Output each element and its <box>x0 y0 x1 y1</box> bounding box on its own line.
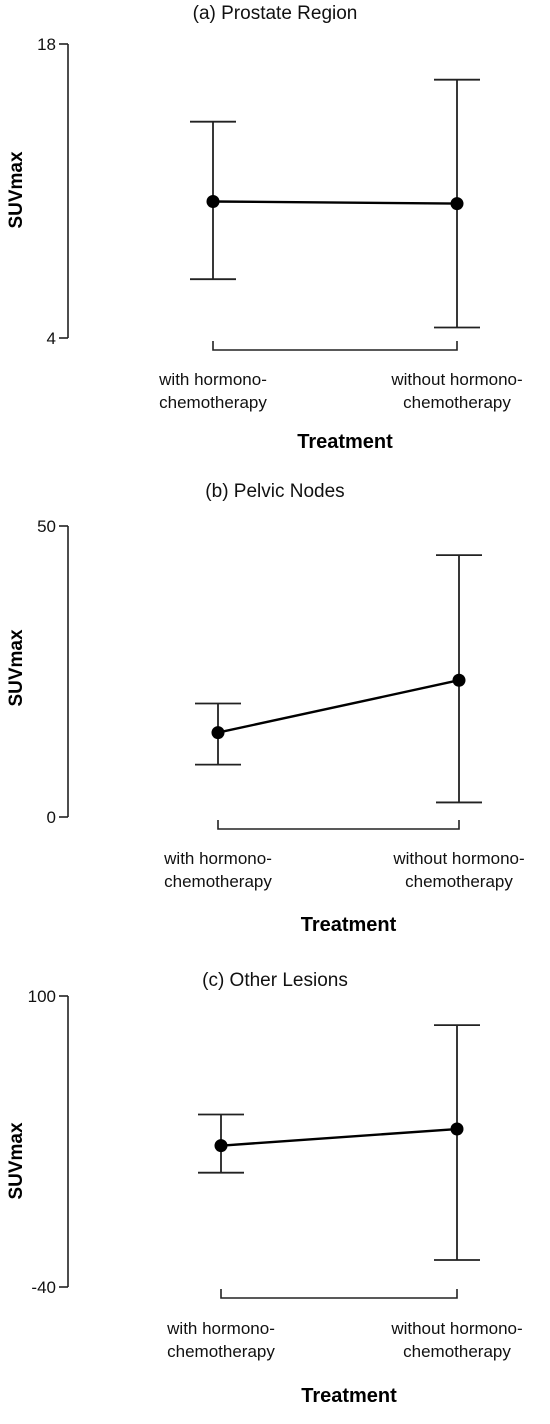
chart-panel-pelvic-nodes: (b) Pelvic Nodes SUVmax 50 0 with hormono-… <box>6 481 525 936</box>
y-tick-label: 50 <box>37 517 56 536</box>
y-axis-label: SUVmax <box>6 151 27 229</box>
series-line <box>220 1127 458 1147</box>
x-tick-label: without hormono-chemotherapy <box>392 849 524 891</box>
x-axis-label: Treatment <box>301 914 397 936</box>
plot-area: 18 4 with hormono-chemotherapy without horm… <box>37 35 523 453</box>
y-tick-label: -40 <box>31 1278 56 1297</box>
chart-panel-other-lesions: (c) Other Lesions SUVmax 100 -40 with horm… <box>6 970 523 1407</box>
data-point <box>452 673 466 687</box>
y-tick-label: 4 <box>47 329 56 348</box>
y-axis-label: SUVmax <box>6 1122 27 1200</box>
data-point <box>214 1139 228 1153</box>
series-line <box>217 679 460 734</box>
data-point <box>450 197 464 211</box>
x-axis-label: Treatment <box>301 1385 397 1407</box>
chart-title: (b) Pelvic Nodes <box>205 481 344 502</box>
x-tick-label: with hormono-chemotherapy <box>163 849 272 891</box>
x-axis-label: Treatment <box>297 431 393 453</box>
data-point <box>206 195 220 208</box>
chart-panel-prostate-region: (a) Prostate Region SUVmax 18 4 with hormo… <box>6 3 523 453</box>
y-tick-label: 0 <box>47 808 56 827</box>
data-point <box>211 726 225 740</box>
plot-area: 100 -40 with hormono-chemotherapy without h… <box>28 987 523 1407</box>
x-tick-label: without hormono-chemotherapy <box>390 1319 522 1361</box>
chart-title: (c) Other Lesions <box>202 970 348 991</box>
x-axis-bracket <box>217 820 460 830</box>
y-axis-label: SUVmax <box>6 629 27 707</box>
x-tick-label: with hormono-chemotherapy <box>158 370 267 412</box>
chart-title: (a) Prostate Region <box>193 3 358 24</box>
x-axis-bracket <box>220 1289 458 1299</box>
y-tick-label: 100 <box>28 987 56 1006</box>
plot-area: 50 0 with hormono-chemotherapy without horm… <box>37 517 525 936</box>
y-tick-label: 18 <box>37 35 56 54</box>
error-bar <box>434 1024 480 1261</box>
x-axis-bracket <box>212 341 458 351</box>
data-point <box>450 1122 464 1136</box>
x-tick-label: without hormono-chemotherapy <box>390 370 522 412</box>
x-tick-label: with hormono-chemotherapy <box>166 1319 275 1361</box>
series-line <box>212 200 458 205</box>
